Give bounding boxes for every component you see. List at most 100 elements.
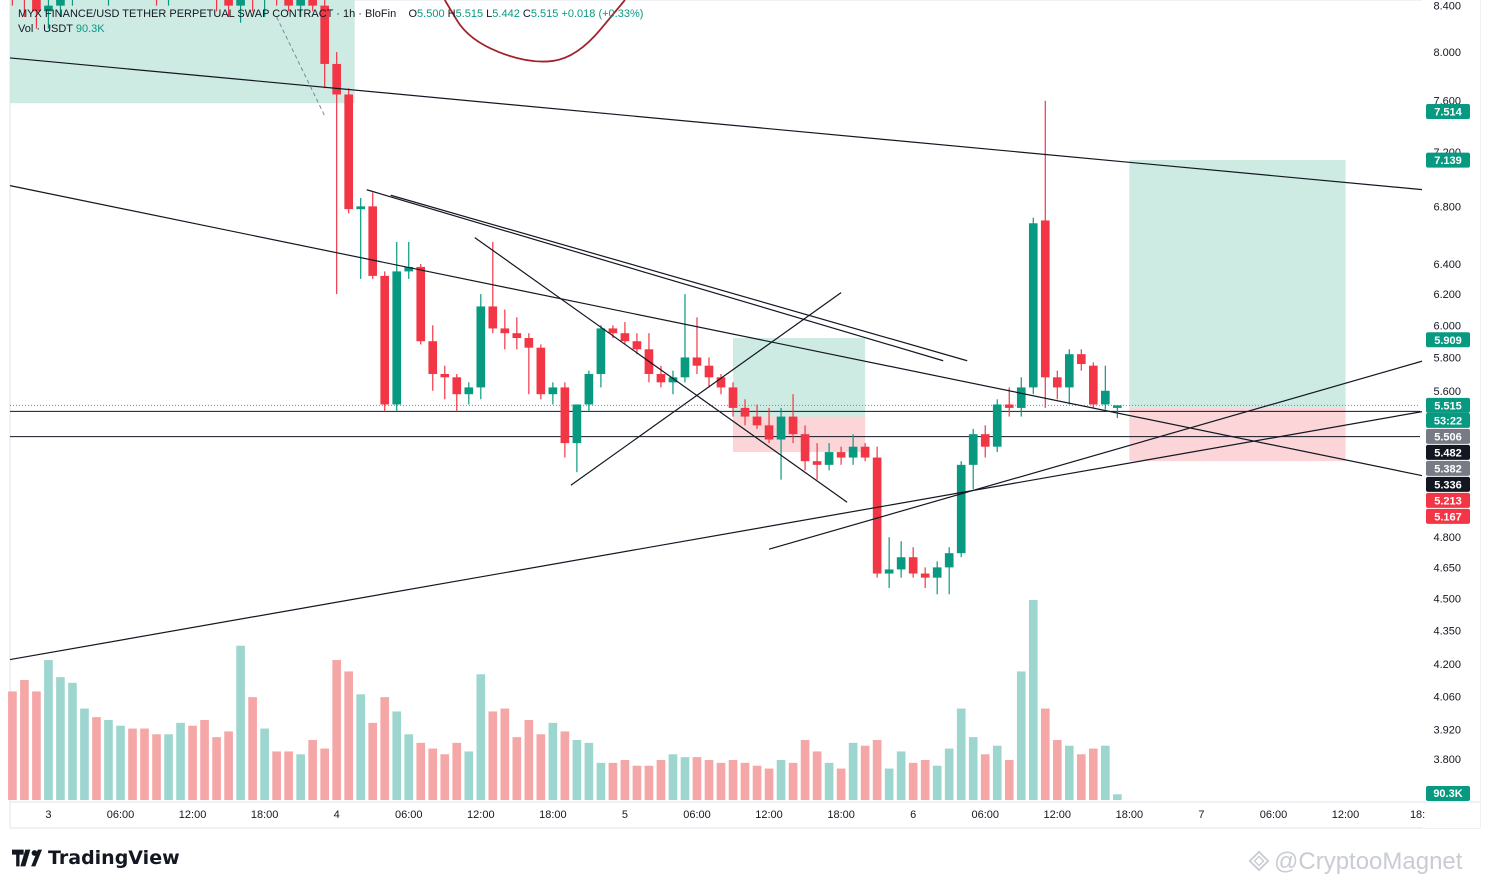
candle-body [1064,354,1074,388]
time-tick-label: 12:00 [179,809,207,821]
legend-vol-value: 90.3K [75,23,105,35]
candle-body [788,416,798,435]
volume-bar [584,742,594,800]
legend-symbol[interactable]: MYX FINANCE/USD TETHER PERPETUAL SWAP CO… [18,8,334,20]
trendline [768,360,1424,550]
volume-bar [272,751,281,800]
candle-body [1028,223,1038,388]
time-tick-label: 18:00 [251,809,279,821]
price-tick-label: 6.400 [1433,259,1461,271]
volume-bar [332,660,342,800]
price-badge-text: 53:22 [1434,415,1462,427]
candle-body [1088,365,1098,405]
volume-bar [188,725,197,800]
candle-body [332,63,342,95]
volume-bar [632,765,642,800]
volume-bar [764,768,774,800]
long-zone [1129,160,1346,408]
price-badge [1426,492,1470,508]
volume-bar [524,720,534,800]
volume-bar [896,751,906,800]
volume-bar [536,734,546,800]
watermark: @CryptooMagnet [1248,848,1462,876]
candle-body [488,306,498,329]
volume-bar [152,734,161,800]
price-tick-label: 6.200 [1433,289,1461,301]
volume-bar [1088,748,1098,800]
candle-body [500,328,510,334]
candle-body [224,0,233,6]
volume-bar [548,722,558,800]
price-badge-text: 5.909 [1434,335,1462,347]
legend-vol-label[interactable]: Vol · USDT [18,23,73,35]
legend-low: 5.442 [492,8,520,20]
volume-bar [392,711,402,800]
time-tick-label: 18:00 [1116,809,1144,821]
volume-bar [320,748,329,800]
price-badge-text: 5.515 [1434,400,1462,412]
candle-body [452,377,462,395]
volume-bar [992,745,1002,800]
candle-body [668,377,678,383]
candle-body [1113,405,1122,408]
candle-body [428,341,438,374]
legend-change: +0.018 (+0.33%) [561,8,644,20]
legend-interval[interactable]: 1h [342,8,356,20]
price-tick-label: 4.060 [1433,691,1461,703]
price-badge [1426,152,1470,168]
tradingview-logo[interactable]: TradingView [12,847,180,869]
price-tick-label: 4.500 [1433,594,1461,606]
price-tick-label: 4.650 [1433,562,1461,574]
candle-body [524,338,534,348]
volume-bar [1004,760,1014,800]
time-tick-label: 18:00 [539,809,567,821]
time-tick-label: 3 [45,809,51,821]
price-tick-label: 3.920 [1433,725,1461,737]
volume-bar [656,760,666,800]
candle-body [812,461,822,465]
volume-bar [116,725,125,800]
volume-bar [1040,708,1050,800]
time-tick-label: 12:00 [467,809,495,821]
candle-body [968,434,978,465]
chart-legend: MYX FINANCE/USD TETHER PERPETUAL SWAP CO… [18,7,643,37]
volume-bar [512,737,522,800]
candle-body [32,0,41,12]
candle-body [632,341,642,350]
legend-high: 5.515 [455,8,484,20]
volume-bar [572,740,582,800]
legend-row-volume: Vol · USDT 90.3K [18,22,643,37]
volume-bar [68,682,77,800]
volume-bar [980,754,990,800]
price-tick-label: 8.000 [1433,47,1461,59]
candle-body [560,387,570,444]
volume-bar [1101,745,1110,800]
volume-bar [596,762,606,800]
time-tick-label: 06:00 [107,809,135,821]
volume-bar [56,677,65,800]
volume-bar [308,740,317,800]
price-badge-text: 5.382 [1434,463,1462,475]
time-tick-label: 12:00 [1044,809,1072,821]
candle-body [872,457,882,574]
candle-body [344,94,354,210]
brand-name: TradingView [48,847,180,869]
price-badge-text: 5.506 [1434,431,1462,443]
candle-body [824,452,834,465]
candle-body [896,557,906,570]
candle-body [572,404,582,444]
trendlines-layer [9,57,1424,661]
candle-body [308,0,317,6]
candle-body [44,5,53,12]
trendline [390,194,968,362]
candle-body [680,357,690,378]
candle-body [368,206,378,276]
trendline [570,292,842,486]
candle-body [1004,404,1014,408]
trendline [474,237,848,503]
volume-bar [704,760,714,800]
time-tick-label: 06:00 [395,809,423,821]
candle-body [764,425,774,440]
